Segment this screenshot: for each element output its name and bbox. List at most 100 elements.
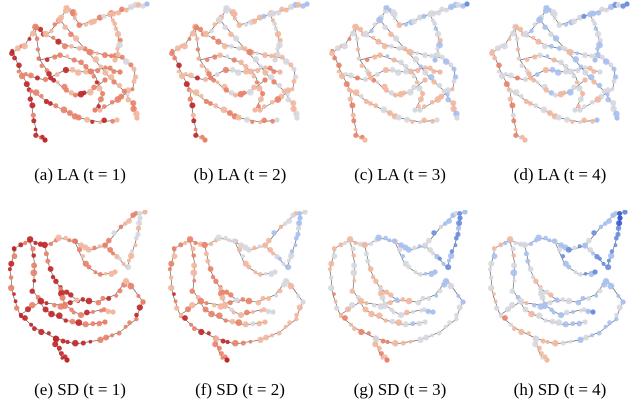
graph-node [74, 297, 80, 303]
graph-node [513, 240, 518, 246]
graph-node [362, 137, 368, 143]
graph-node [98, 64, 104, 70]
graph-node [610, 100, 617, 107]
graph-node [122, 58, 130, 65]
graph-node [208, 241, 214, 247]
graph-node [517, 26, 524, 32]
graph-node [283, 324, 288, 329]
graph-node [277, 37, 283, 43]
graph-node [13, 299, 18, 304]
graph-node [195, 47, 201, 52]
graph-node [613, 243, 618, 248]
graph-node [188, 72, 194, 79]
graph-node [189, 302, 196, 309]
graph-node [336, 62, 342, 69]
graph-node [352, 278, 357, 283]
graph-node [595, 46, 600, 51]
graph-node [96, 104, 101, 109]
graph-node [400, 45, 405, 50]
graph-node [614, 316, 619, 322]
panel-sd-t4 [485, 210, 635, 370]
graph-node [582, 69, 589, 76]
graph-node [615, 231, 621, 237]
graph-node [243, 22, 248, 27]
graph-node [86, 88, 94, 96]
graph-node [576, 320, 583, 327]
graph-node [39, 93, 44, 99]
graph-node [597, 37, 603, 43]
graph-node [23, 81, 30, 88]
graph-node [588, 53, 594, 59]
graph-node [231, 238, 237, 244]
graph-node [230, 11, 236, 17]
graph-node [509, 102, 516, 109]
graph-node [55, 38, 62, 45]
graph-node [181, 42, 188, 50]
graph-node [64, 357, 70, 363]
graph-node [368, 310, 375, 318]
graph-node [592, 57, 598, 63]
graph-node [394, 297, 400, 303]
graph-node [586, 296, 592, 301]
graph-node [262, 104, 267, 109]
graph-node [492, 55, 497, 61]
graph-node [132, 74, 139, 80]
graph-node [593, 26, 599, 31]
graph-node [417, 244, 422, 249]
graph-node [102, 242, 107, 247]
graph-node [97, 336, 104, 343]
graph-node [375, 234, 382, 242]
graph-node [65, 339, 70, 345]
graph-node [343, 240, 348, 246]
graph-node [14, 305, 20, 311]
graph-node [410, 310, 415, 314]
graph-node [268, 74, 275, 81]
graph-node [376, 312, 383, 319]
graph-node [207, 266, 214, 272]
graph-node [142, 210, 148, 215]
graph-node [501, 42, 508, 50]
graph-node [222, 24, 228, 31]
graph-node [528, 75, 533, 81]
graph-node [581, 117, 587, 124]
graph-node [518, 328, 525, 336]
graph-node [115, 51, 121, 58]
graph-node [435, 51, 441, 58]
graph-node [16, 69, 21, 74]
graph-node [353, 240, 358, 246]
graph-node [190, 30, 197, 37]
graph-node [585, 308, 591, 315]
graph-node [52, 54, 58, 60]
graph-node [96, 320, 103, 327]
graph-node [84, 309, 90, 316]
graph-node [240, 297, 246, 302]
graph-node [174, 305, 180, 311]
graph-node [331, 253, 338, 260]
graph-node [436, 82, 443, 89]
graph-node [102, 77, 108, 83]
graph-node [392, 35, 400, 42]
graph-node [542, 24, 548, 31]
graph-node [612, 74, 619, 80]
graph-plot-sd-t1 [7, 210, 148, 363]
graph-node [571, 18, 578, 25]
panel-la-t2 [165, 0, 315, 150]
graph-node [560, 340, 566, 346]
graph-node [532, 335, 540, 343]
graph-node [582, 77, 588, 83]
graph-node [119, 6, 125, 13]
graph-node [111, 230, 117, 236]
graph-node [422, 69, 429, 76]
graph-node [102, 319, 108, 325]
graph-node [85, 297, 93, 305]
graph-node [416, 104, 421, 109]
graph-node [570, 321, 576, 327]
graph-node [581, 307, 587, 312]
graph-node [16, 62, 22, 69]
graph-node [98, 120, 103, 125]
graph-node [274, 117, 280, 123]
graph-node [297, 215, 303, 221]
graph-node [439, 54, 445, 60]
graph-node [328, 260, 335, 267]
graph-node [356, 56, 361, 61]
